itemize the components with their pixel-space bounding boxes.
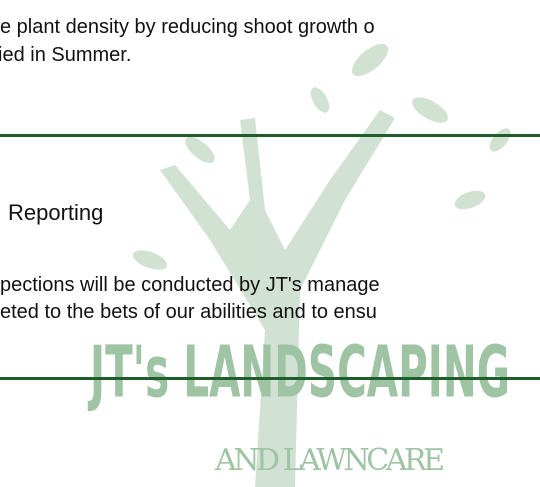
text-line: pections will be conducted by JT's manag… bbox=[0, 273, 380, 297]
divider bbox=[0, 134, 540, 137]
watermark-name: JT's LANDSCAPING bbox=[88, 331, 510, 414]
page: JT's LANDSCAPING AND LAWNCARE e plant de… bbox=[0, 0, 540, 487]
text-line: eted to the bets of our abilities and to… bbox=[0, 300, 377, 324]
tree bbox=[130, 38, 514, 487]
watermark: JT's LANDSCAPING AND LAWNCARE bbox=[0, 0, 540, 487]
text-line: ied in Summer. bbox=[0, 43, 131, 67]
watermark-tagline: AND LAWNCARE bbox=[214, 443, 445, 478]
divider bbox=[0, 377, 540, 380]
section-heading: Reporting bbox=[8, 200, 103, 226]
text-line: e plant density by reducing shoot growth… bbox=[0, 15, 375, 39]
